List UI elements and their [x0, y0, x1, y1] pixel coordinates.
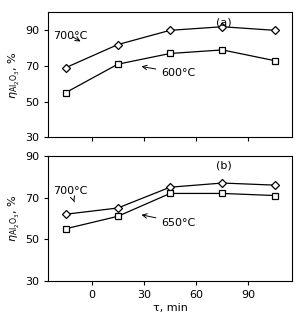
Text: (a): (a)	[216, 17, 231, 27]
Text: 700°C: 700°C	[53, 186, 88, 202]
X-axis label: τ, min: τ, min	[153, 303, 188, 312]
Text: 600°C: 600°C	[142, 65, 196, 78]
Text: 650°C: 650°C	[142, 214, 196, 227]
Y-axis label: $\eta_{\rm Al_2O_3}$, %: $\eta_{\rm Al_2O_3}$, %	[7, 51, 22, 99]
Text: 700°C: 700°C	[53, 31, 88, 41]
Y-axis label: $\eta_{\rm Al_2O_3}$, %: $\eta_{\rm Al_2O_3}$, %	[7, 195, 22, 242]
Text: (b): (b)	[216, 161, 231, 171]
